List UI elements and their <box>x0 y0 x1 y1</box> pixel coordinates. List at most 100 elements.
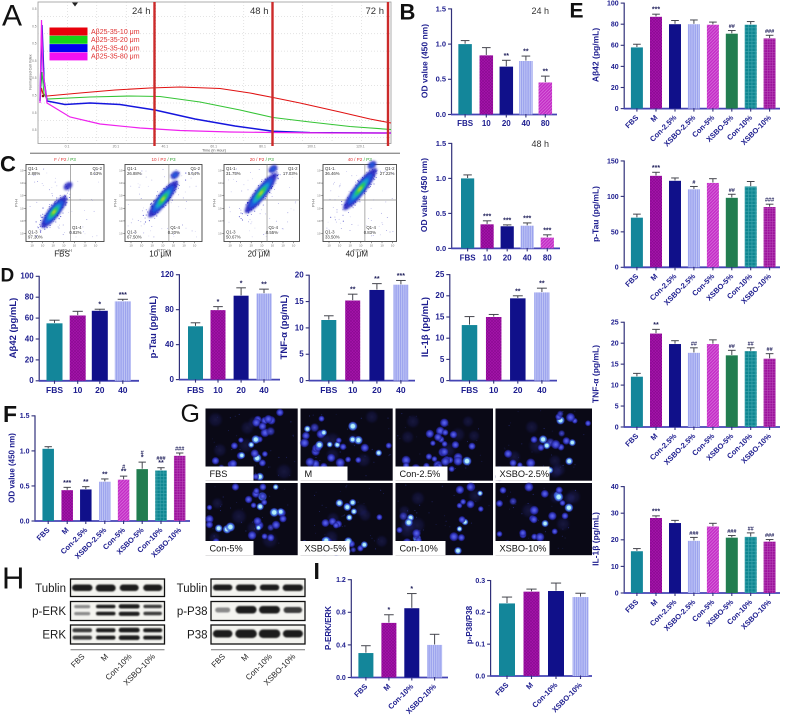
svg-text:10: 10 <box>317 219 321 223</box>
svg-text:Q1-2: Q1-2 <box>92 166 102 171</box>
svg-text:5: 5 <box>440 355 445 364</box>
svg-text:10: 10 <box>317 206 321 210</box>
svg-text:p-P38/P38: p-P38/P38 <box>465 605 474 644</box>
svg-text:FBS: FBS <box>210 469 228 479</box>
svg-text:67.50%: 67.50% <box>127 235 142 240</box>
svg-text:PI-H: PI-H <box>311 199 316 207</box>
svg-text:26.88%: 26.88% <box>127 171 142 176</box>
svg-text:F / P2 / P3: F / P2 / P3 <box>54 157 76 162</box>
svg-text:33.50%: 33.50% <box>325 235 340 240</box>
svg-text:XSBO-2.5%: XSBO-2.5% <box>500 469 550 479</box>
svg-text:p-ERK: p-ERK <box>32 606 66 618</box>
svg-text:25: 25 <box>435 270 444 279</box>
svg-text:**: ** <box>374 276 380 283</box>
svg-text:PI-H: PI-H <box>14 199 19 207</box>
svg-text:10: 10 <box>119 206 123 210</box>
svg-text:TNF-α (pg/mL): TNF-α (pg/mL) <box>591 345 601 403</box>
svg-text:#: # <box>141 450 144 456</box>
svg-text:TNF-α (pg/mL): TNF-α (pg/mL) <box>279 295 290 360</box>
svg-text:10: 10 <box>151 244 155 248</box>
svg-text:20: 20 <box>372 385 382 395</box>
svg-text:40: 40 <box>259 385 269 395</box>
svg-text:10: 10 <box>62 244 66 248</box>
svg-text:20.1: 20.1 <box>113 145 120 149</box>
svg-text:P-ERK/ERK: P-ERK/ERK <box>324 606 333 650</box>
svg-text:15: 15 <box>435 312 444 321</box>
svg-text:10: 10 <box>20 219 24 223</box>
svg-text:M: M <box>239 652 250 663</box>
svg-text:40.1: 40.1 <box>161 145 168 149</box>
svg-text:###: ### <box>765 29 774 35</box>
svg-text:M: M <box>99 652 110 663</box>
svg-text:40: 40 <box>165 340 174 349</box>
svg-text:###: ### <box>175 447 184 453</box>
svg-text:Q1-1: Q1-1 <box>127 166 137 171</box>
svg-text:0.0: 0.0 <box>436 110 446 119</box>
svg-text:10: 10 <box>161 244 165 248</box>
svg-text:FBS: FBS <box>461 385 478 395</box>
svg-text:0.0: 0.0 <box>475 673 485 680</box>
svg-text:XSBO-10%: XSBO-10% <box>500 544 547 554</box>
svg-text:20: 20 <box>25 355 34 364</box>
svg-text:72 h: 72 h <box>366 6 385 17</box>
svg-text:OD value (450 nm): OD value (450 nm) <box>420 24 430 98</box>
svg-text:M: M <box>649 272 660 283</box>
svg-text:15: 15 <box>611 362 619 369</box>
svg-text:1.5: 1.5 <box>436 139 446 148</box>
svg-text:10: 10 <box>327 244 331 248</box>
svg-text:Normalized Cell Index: Normalized Cell Index <box>29 54 33 89</box>
svg-text:5: 5 <box>299 350 304 359</box>
svg-text:###: ### <box>689 531 698 537</box>
svg-text:31.75%: 31.75% <box>226 171 241 176</box>
svg-text:Time (in Hour): Time (in Hour) <box>202 149 227 153</box>
svg-text:20: 20 <box>236 385 246 395</box>
svg-text:10: 10 <box>119 169 123 173</box>
svg-text:FBS: FBS <box>460 254 477 263</box>
svg-text:10: 10 <box>73 244 77 248</box>
svg-text:50: 50 <box>611 229 619 236</box>
svg-text:20 μM: 20 μM <box>248 250 271 259</box>
svg-text:Aβ25-35-80 μm: Aβ25-35-80 μm <box>91 54 140 61</box>
svg-text:10: 10 <box>119 194 123 198</box>
svg-text:10: 10 <box>20 194 24 198</box>
svg-text:10: 10 <box>317 181 321 185</box>
svg-text:A: A <box>2 0 22 33</box>
svg-text:F: F <box>3 401 17 427</box>
svg-text:FBS: FBS <box>54 250 70 259</box>
svg-text:10: 10 <box>218 169 222 173</box>
svg-text:0.5: 0.5 <box>436 75 446 84</box>
svg-text:10: 10 <box>482 119 491 128</box>
svg-text:**: ** <box>539 281 545 288</box>
svg-text:Tublin: Tublin <box>35 583 66 595</box>
svg-text:Q1-1: Q1-1 <box>325 166 335 171</box>
svg-text:10: 10 <box>119 181 123 185</box>
svg-text:Q1-4: Q1-4 <box>72 225 82 230</box>
svg-text:Aβ25-35-10 μm: Aβ25-35-10 μm <box>91 29 140 36</box>
svg-text:5: 5 <box>615 403 619 410</box>
svg-text:Aβ25-35-20 μm: Aβ25-35-20 μm <box>91 37 140 44</box>
svg-text:0.63%: 0.63% <box>90 171 102 176</box>
svg-text:FITC-H: FITC-H <box>255 248 269 253</box>
svg-text:10: 10 <box>338 244 342 248</box>
svg-text:40: 40 <box>611 64 619 71</box>
svg-text:10: 10 <box>317 169 321 173</box>
svg-text:1.2: 1.2 <box>336 577 346 584</box>
svg-text:**: ** <box>504 53 510 60</box>
svg-text:Q1-1: Q1-1 <box>226 166 236 171</box>
svg-text:Aβ42 (pg/mL): Aβ42 (pg/mL) <box>8 298 19 359</box>
svg-text:**: ** <box>158 460 164 467</box>
svg-text:27.22%: 27.22% <box>380 171 395 176</box>
svg-text:10: 10 <box>218 181 222 185</box>
svg-text:10: 10 <box>94 244 98 248</box>
svg-text:0.20%: 0.20% <box>168 230 180 235</box>
svg-text:0.55%: 0.55% <box>266 230 278 235</box>
svg-text:*: * <box>410 586 413 593</box>
svg-text:Q1-1: Q1-1 <box>28 166 38 171</box>
svg-text:##: ## <box>729 188 735 194</box>
svg-text:10: 10 <box>489 385 499 395</box>
svg-text:p-P38: p-P38 <box>177 606 208 618</box>
svg-text:FBS: FBS <box>320 385 337 395</box>
svg-text:10: 10 <box>140 244 144 248</box>
svg-text:60: 60 <box>25 314 34 323</box>
svg-text:###: ### <box>156 456 165 462</box>
